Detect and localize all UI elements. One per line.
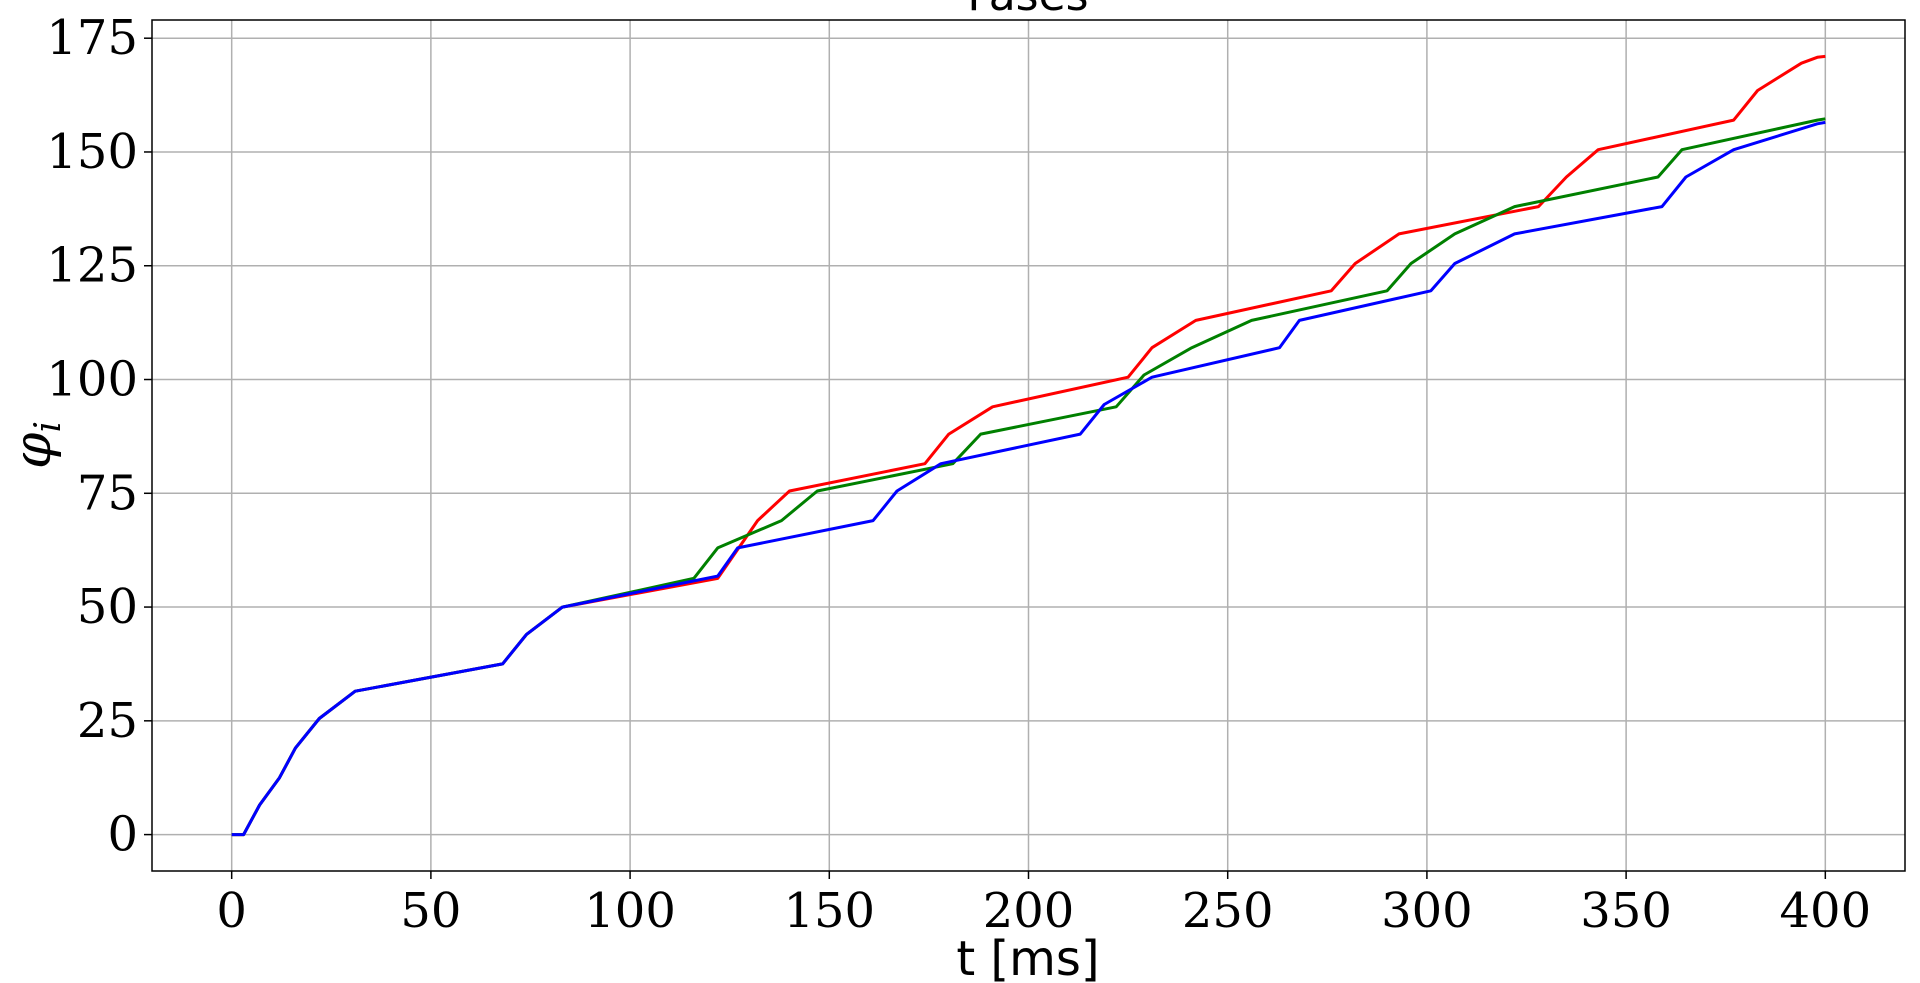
series-lines: [231, 54, 1826, 837]
y-tick-label: 150: [46, 124, 138, 180]
chart-title: Fases: [967, 0, 1088, 21]
x-tick-label: 400: [1780, 883, 1872, 939]
x-axis-title: t [ms]: [956, 931, 1099, 983]
x-tick-label: 300: [1381, 883, 1473, 939]
grid-lines: [152, 20, 1905, 871]
x-tick-label: 150: [783, 883, 875, 939]
x-tick-label: 100: [584, 883, 676, 939]
y-tick-label: 50: [77, 579, 138, 635]
y-tick-label: 25: [77, 693, 138, 749]
y-axis-title: φi: [3, 421, 69, 469]
y-tick-label: 0: [107, 807, 138, 863]
y-tick-label: 125: [46, 238, 138, 294]
y-tick-label: 175: [46, 10, 138, 66]
y-axis-symbol: φ: [3, 432, 63, 469]
y-axis-ticks: 0 25 50 75 100 125 150 175: [46, 10, 152, 863]
x-tick-label: 50: [400, 883, 461, 939]
x-tick-label: 250: [1182, 883, 1274, 939]
series-line-3: [231, 120, 1826, 837]
x-axis-ticks: 0 50 100 150 200 250 300 350 400: [216, 871, 1871, 939]
y-tick-label: 100: [46, 352, 138, 408]
x-tick-label: 0: [216, 883, 247, 939]
x-tick-label: 350: [1580, 883, 1672, 939]
y-tick-label: 75: [77, 465, 138, 521]
x-tick-label: 200: [983, 883, 1075, 939]
y-axis-subscript: i: [28, 421, 69, 433]
